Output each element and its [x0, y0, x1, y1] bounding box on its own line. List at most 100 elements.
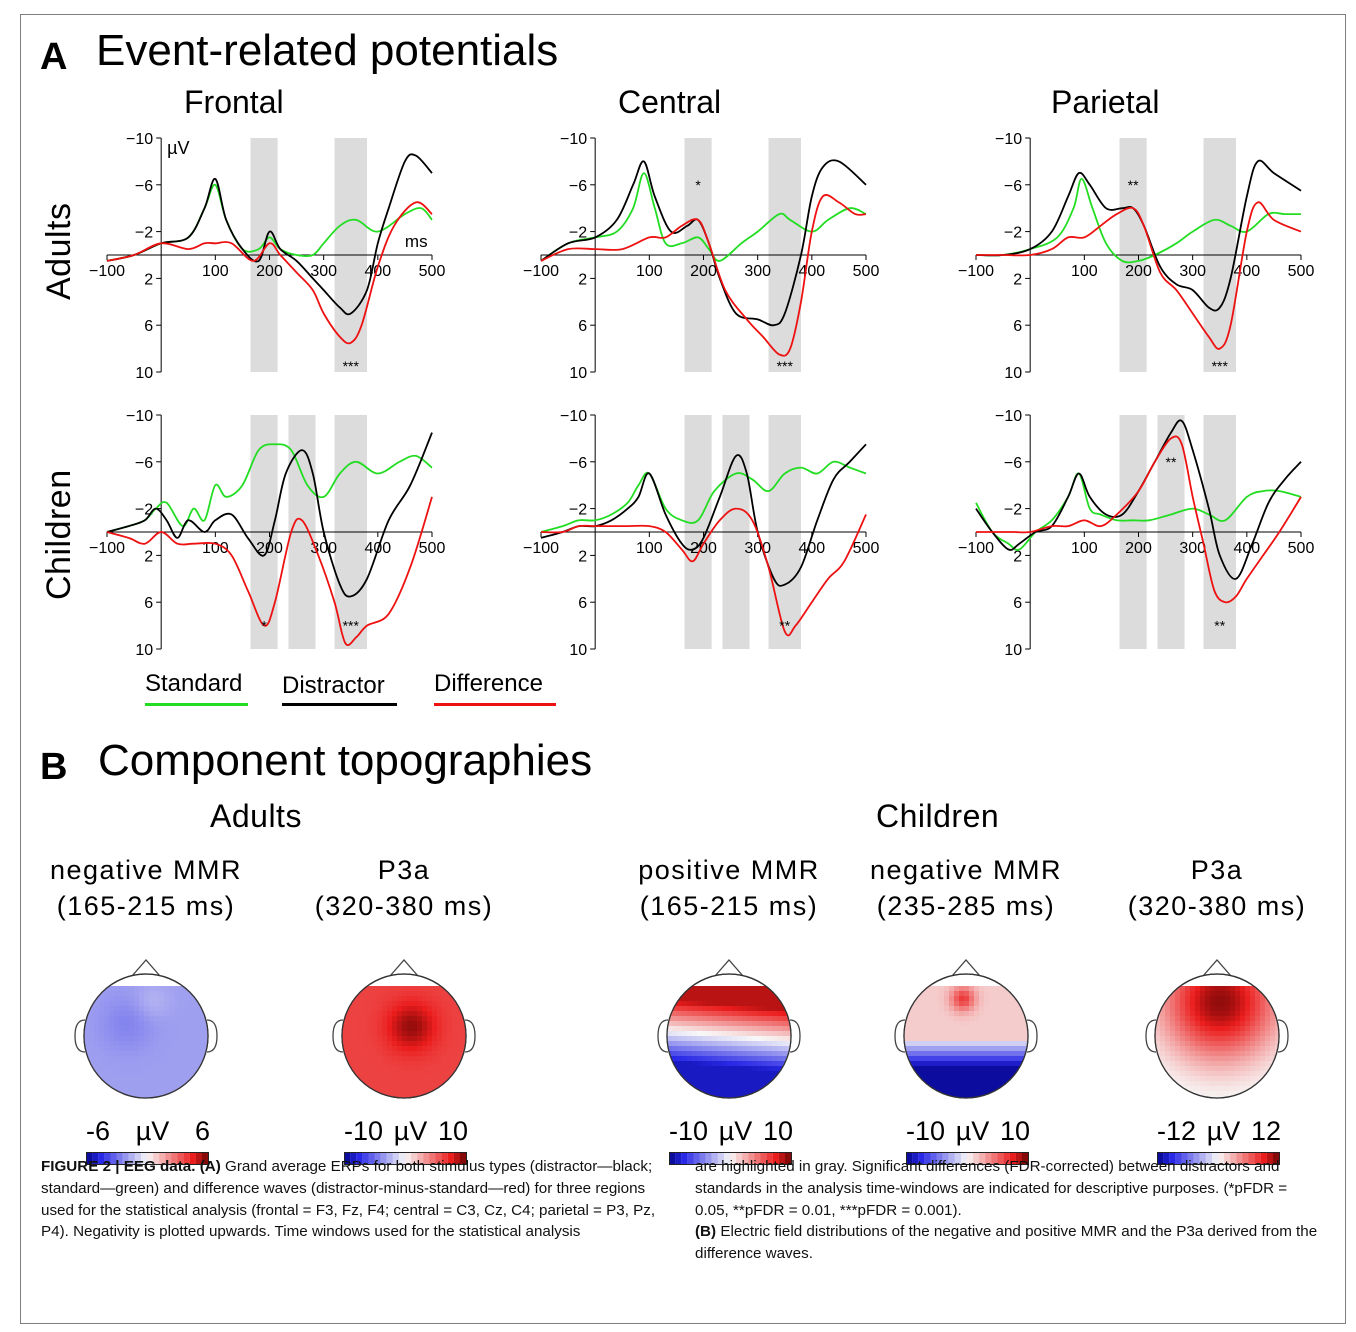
- erp-adults-central-y-tick-label: −10: [560, 131, 587, 148]
- colorbar-max-label: 6: [194, 1116, 210, 1146]
- head-map: [894, 959, 1038, 1099]
- erp-adults-frontal-y-tick-label: −2: [135, 225, 153, 242]
- erp-children-frontal-x-tick-label: 500: [419, 540, 446, 557]
- erp-adults-frontal-x-tick-label: 500: [419, 263, 446, 280]
- colorbar-unit-label: µV: [135, 1116, 170, 1146]
- erp-children-frontal-y-tick-label: −2: [135, 502, 153, 519]
- erp-children-parietal-y-tick-label: 2: [1013, 548, 1022, 565]
- erp-children-central-y-tick-label: 6: [578, 595, 587, 612]
- nose-icon: [131, 959, 161, 977]
- colorbar-unit-label: µV: [718, 1116, 753, 1146]
- colorbar-labels: -10 µV 10: [906, 1116, 1030, 1147]
- erp-children-parietal-y-tick-label: −6: [1004, 455, 1022, 472]
- erp-children-central-y-tick-label: −10: [560, 408, 587, 425]
- nose-icon: [1202, 959, 1232, 977]
- erp-children-central-y-tick-label: 2: [578, 548, 587, 565]
- topomap-5: P3a (320-380 ms) -12 µV 12: [1097, 848, 1337, 1168]
- erp-children-central-x-tick-label: −100: [523, 540, 559, 557]
- erp-children-parietal-x-tick-label: 100: [1071, 540, 1098, 557]
- field-map: [342, 986, 466, 1098]
- caption-text-3: Electric field distributions of the nega…: [695, 1223, 1318, 1263]
- erp-adults-frontal-x-tick-label: 100: [202, 263, 229, 280]
- erp-adults-parietal-y-tick-label: −2: [1004, 225, 1022, 242]
- erp-children-parietal-y-tick-label: −10: [995, 408, 1022, 425]
- erp-adults-central-y-tick-label: −6: [569, 178, 587, 195]
- erp-adults-parietal-y-tick-label: −10: [995, 131, 1022, 148]
- topomap-window: (235-285 ms): [876, 891, 1056, 921]
- left-ear-icon: [332, 1019, 344, 1053]
- erp-adults-central-series-standard: [540, 172, 867, 262]
- erp-children-central-series-difference: [540, 507, 867, 637]
- erp-adults-frontal-x-tick-label: 200: [256, 263, 283, 280]
- colorbar-min-label: -12: [1157, 1116, 1197, 1146]
- legend-standard-label: Standard: [145, 670, 243, 697]
- erp-adults-frontal-x-tick-label: −100: [89, 263, 125, 280]
- erp-adults-parietal-x-tick-label: 400: [1233, 263, 1260, 280]
- field-map: [667, 986, 791, 1098]
- erp-children-frontal-series-standard: [106, 443, 433, 533]
- head-map: [1145, 959, 1289, 1099]
- caption-label: FIGURE 2 | EEG data.: [41, 1158, 196, 1175]
- erp-children-central-x-tick-label: 200: [690, 540, 717, 557]
- erp-adults-parietal-x-tick-label: 200: [1125, 263, 1152, 280]
- left-ear-icon: [657, 1019, 669, 1053]
- erp-adults-frontal-significance-label: ***: [343, 358, 360, 374]
- colorbar: [1157, 1152, 1280, 1165]
- colorbar-labels: -6 µV 6: [86, 1116, 210, 1147]
- erp-children-frontal-y-tick-label: −10: [126, 408, 153, 425]
- erp-children-frontal-series-difference: [106, 496, 433, 646]
- erp-adults-central-x-tick-label: 200: [690, 263, 717, 280]
- topomap-4: negative MMR (235-285 ms) -10 µV 10: [846, 848, 1086, 1168]
- erp-adults-parietal-significance-label: ***: [1212, 358, 1229, 374]
- erp-adults-frontal-y-tick-label: −10: [126, 131, 153, 148]
- y-unit-label: µV: [167, 138, 189, 158]
- erp-children-frontal-y-tick-label: −6: [135, 455, 153, 472]
- topomap-window: (320-380 ms): [314, 891, 494, 921]
- nose-icon: [389, 959, 419, 977]
- erp-adults-central-x-tick-label: −100: [523, 263, 559, 280]
- caption-part-a-marker: (A): [199, 1158, 221, 1175]
- erp-adults-frontal-y-tick-label: 6: [144, 318, 153, 335]
- erp-adults-parietal-x-tick-label: −100: [958, 263, 994, 280]
- erp-adults-parietal-y-tick-label: 2: [1013, 271, 1022, 288]
- erp-children-frontal-significance-label: *: [261, 618, 267, 634]
- erp-adults-central-x-tick-label: 100: [636, 263, 663, 280]
- legend-standard-line: [145, 703, 248, 706]
- caption-part-b-marker: (B): [695, 1223, 717, 1241]
- erp-adults-frontal-y-tick-label: 2: [144, 271, 153, 288]
- colorbar-labels: -10 µV 10: [344, 1116, 468, 1147]
- erp-adults-central-y-tick-label: 10: [569, 365, 587, 382]
- right-ear-icon: [789, 1019, 801, 1053]
- legend-difference-label: Difference: [434, 670, 543, 697]
- erp-children-parietal-y-tick-label: 10: [1004, 642, 1022, 659]
- erp-adults-parietal-x-tick-label: 500: [1288, 263, 1315, 280]
- erp-children-frontal-x-tick-label: 100: [202, 540, 229, 557]
- erp-adults-frontal-y-tick-label: −6: [135, 178, 153, 195]
- erp-children-frontal-y-tick-label: 6: [144, 595, 153, 612]
- colorbar-max-label: 10: [999, 1116, 1030, 1146]
- erp-children-parietal-x-tick-label: −100: [958, 540, 994, 557]
- topomap-title: P3a: [1190, 855, 1244, 885]
- topomap-title: P3a: [377, 855, 431, 885]
- right-ear-icon: [206, 1019, 218, 1053]
- erp-children-central-y-tick-label: −2: [569, 502, 587, 519]
- erp-children-central-x-tick-label: 500: [853, 540, 880, 557]
- erp-adults-frontal-y-tick-label: 10: [135, 365, 153, 382]
- erp-children-parietal-significance-label: **: [1214, 618, 1225, 634]
- left-ear-icon: [74, 1019, 86, 1053]
- panel-b-letter: B: [40, 746, 68, 788]
- left-ear-icon: [894, 1019, 906, 1053]
- erp-children-parietal-x-tick-label: 400: [1233, 540, 1260, 557]
- colorbar-max-label: 10: [437, 1116, 468, 1146]
- legend-difference-line: [434, 703, 556, 706]
- topomap-title: negative MMR: [49, 855, 243, 885]
- panel-a-title: Event-related potentials: [96, 26, 559, 75]
- erp-adults-parietal-significance-label: **: [1128, 177, 1139, 193]
- colorbar-labels: -10 µV 10: [669, 1116, 793, 1147]
- erp-children-central-series-standard: [540, 460, 867, 533]
- left-ear-icon: [1145, 1019, 1157, 1053]
- erp-children-parietal-x-tick-label: 200: [1125, 540, 1152, 557]
- colorbar: [86, 1152, 209, 1165]
- head-map: [332, 959, 476, 1099]
